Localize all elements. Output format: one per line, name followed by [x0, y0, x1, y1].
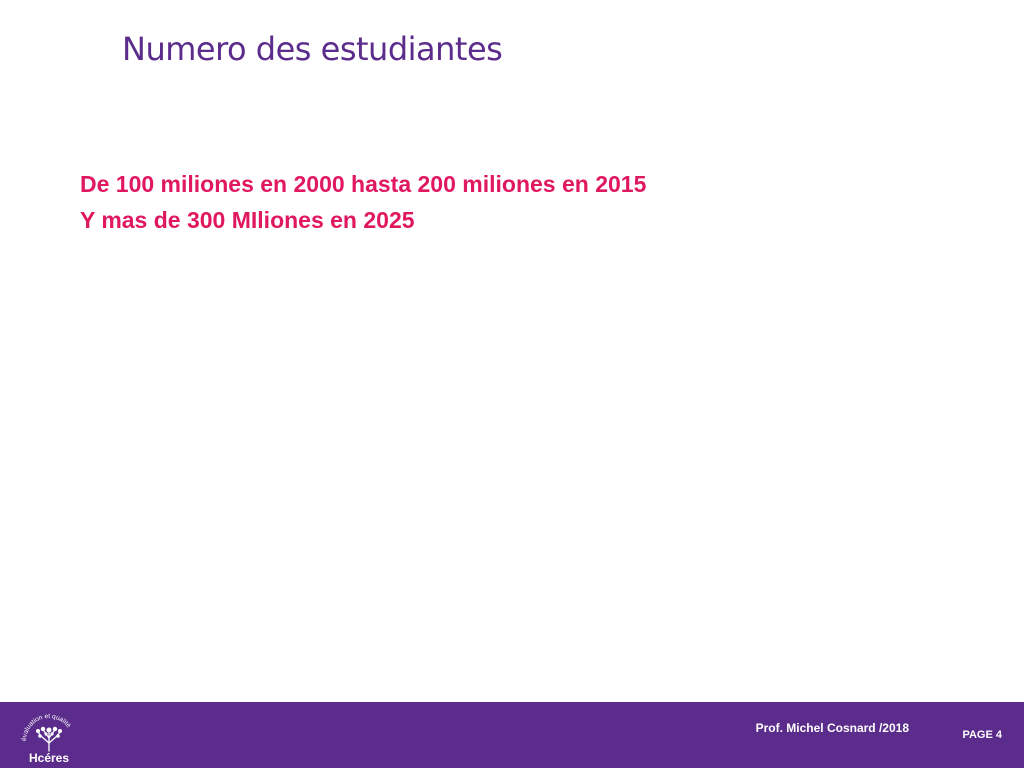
- logo-arc-text: évaluation et qualité: [21, 713, 72, 741]
- logo-wordmark: Hcéres: [29, 751, 69, 765]
- footer-author: Prof. Michel Cosnard /2018: [755, 721, 909, 735]
- page-number: PAGE 4: [962, 729, 1002, 741]
- body-line-2: Y mas de 300 MIliones en 2025: [80, 207, 415, 233]
- footer-bar: évaluation et qualité Hcéres Prof. Miche…: [0, 702, 1024, 768]
- body-line-1: De 100 miliones en 2000 hasta 200 milion…: [80, 171, 647, 197]
- slide-body: De 100 miliones en 2000 hasta 200 milion…: [80, 166, 646, 238]
- tree-icon: [37, 730, 61, 752]
- slide-title: Numero des estudiantes: [122, 30, 503, 68]
- hceres-logo: évaluation et qualité Hcéres: [21, 713, 72, 765]
